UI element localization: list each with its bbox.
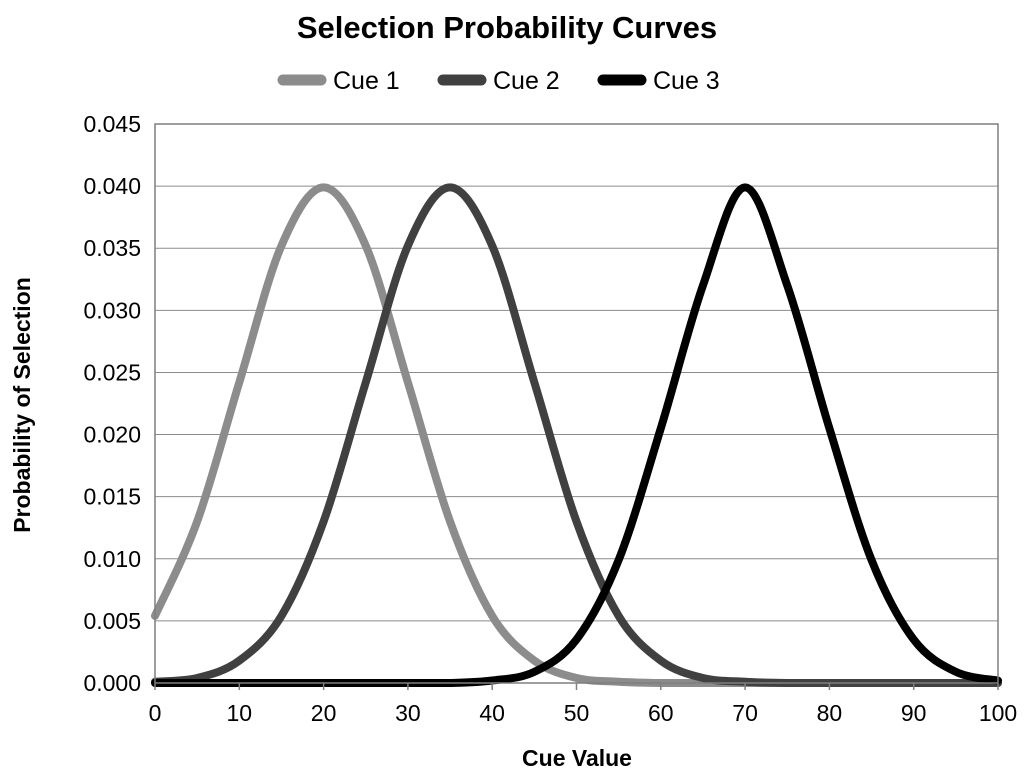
legend-label-cue-3: Cue 3	[653, 67, 720, 95]
y-tick-label: 0.025	[83, 359, 141, 385]
legend-label-cue-1: Cue 1	[333, 67, 400, 95]
y-tick-label: 0.035	[83, 235, 141, 261]
legend-label-cue-2: Cue 2	[493, 67, 560, 95]
y-tick-label: 0.040	[83, 173, 141, 199]
x-tick-label: 20	[311, 700, 337, 726]
x-tick-label: 60	[648, 700, 674, 726]
y-tick-label: 0.000	[83, 670, 141, 696]
chart-title: Selection Probability Curves	[297, 10, 717, 45]
y-tick-label: 0.010	[83, 546, 141, 572]
y-tick-label: 0.045	[83, 111, 141, 137]
x-axis-ticks: 0 10 20 30 40 50 60 70 80 90 100	[149, 683, 1017, 726]
y-tick-label: 0.005	[83, 608, 141, 634]
y-tick-label: 0.030	[83, 297, 141, 323]
x-tick-label: 10	[227, 700, 253, 726]
gridlines	[155, 123, 998, 684]
series-line-cue-2	[151, 183, 1002, 688]
series-layer	[151, 183, 1002, 688]
x-tick-label: 80	[817, 700, 843, 726]
x-axis-title: Cue Value	[522, 745, 632, 771]
x-tick-label: 50	[564, 700, 590, 726]
plot-frame	[154, 123, 999, 684]
x-tick-label: 30	[395, 700, 421, 726]
x-tick-label: 40	[479, 700, 505, 726]
y-axis-ticks: 0.000 0.005 0.010 0.015 0.020 0.025 0.030 0.035…	[83, 111, 141, 696]
x-tick-label: 90	[901, 700, 927, 726]
x-tick-label: 70	[732, 700, 758, 726]
y-tick-label: 0.020	[83, 422, 141, 448]
x-tick-label: 100	[979, 700, 1017, 726]
x-tick-label: 0	[149, 700, 162, 726]
y-tick-label: 0.015	[83, 484, 141, 510]
legend: Cue 1 Cue 2 Cue 3	[277, 67, 720, 95]
y-axis-title: Probability of Selection	[9, 277, 35, 533]
